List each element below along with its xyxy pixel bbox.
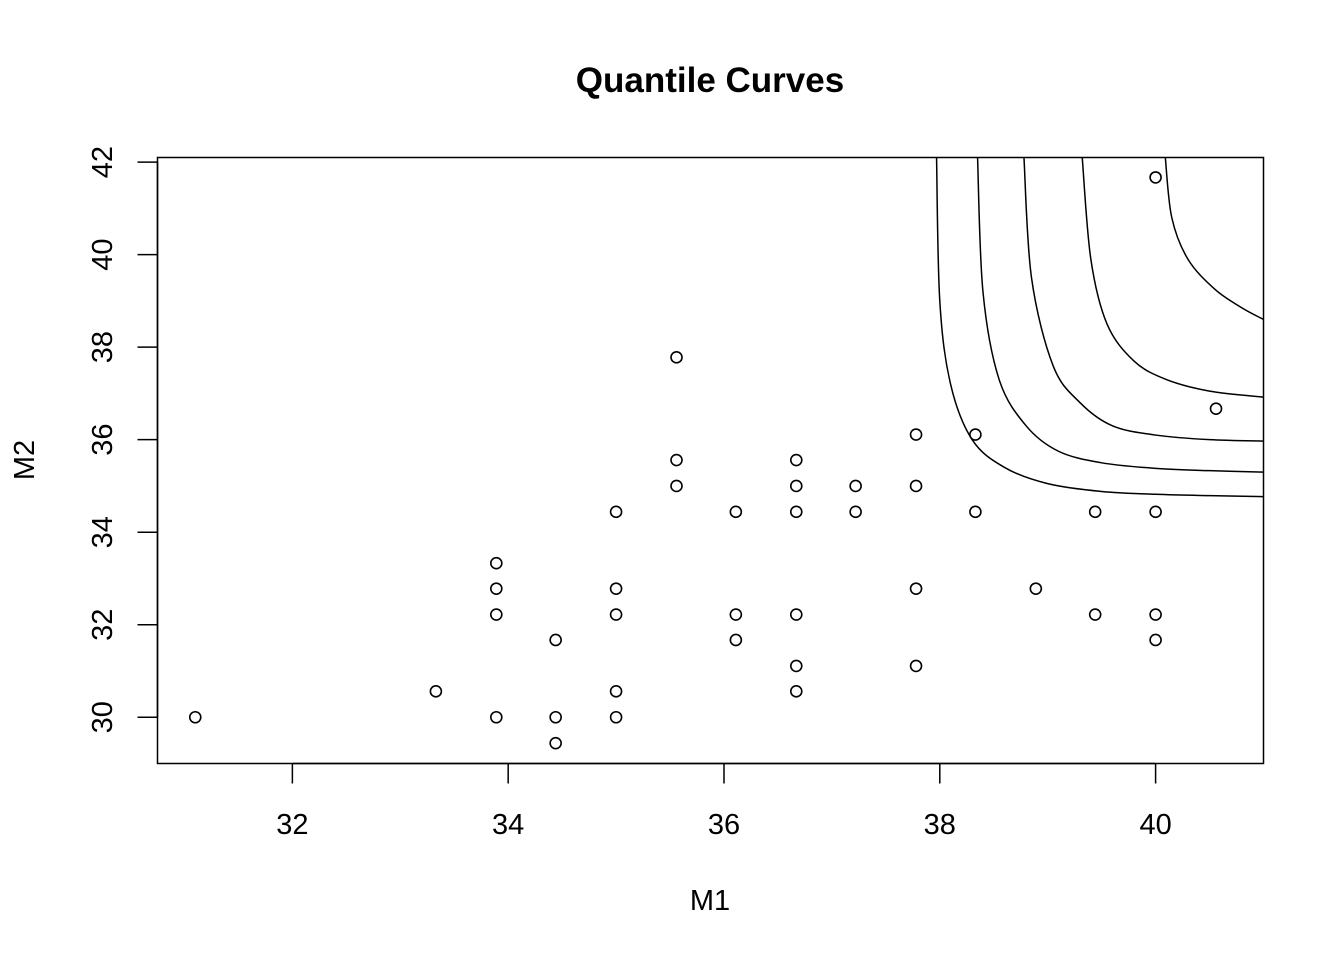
- quantile-curve-2: [976, 157, 1264, 473]
- y-axis-label: M2: [9, 440, 41, 480]
- data-point: [609, 685, 623, 698]
- data-point: [789, 505, 803, 519]
- data-point: [1088, 608, 1102, 621]
- data-point: [609, 505, 623, 519]
- x-tick-label: 38: [924, 809, 956, 841]
- data-point: [549, 710, 562, 724]
- y-tick-label: 34: [87, 516, 119, 548]
- x-axis: 32 34 36 38 40: [276, 762, 1172, 841]
- chart-title: Quantile Curves: [576, 61, 844, 100]
- quantile-curve-5: [1164, 157, 1264, 321]
- x-axis-label: M1: [690, 885, 730, 917]
- data-point: [1149, 633, 1162, 647]
- quantile-curve-1: [935, 157, 1264, 498]
- data-point: [849, 479, 862, 493]
- data-point: [609, 582, 623, 595]
- data-point: [1149, 171, 1162, 184]
- data-point: [670, 479, 683, 493]
- y-tick-label: 40: [87, 239, 119, 271]
- y-tick-label: 42: [87, 146, 119, 178]
- data-point: [729, 505, 743, 519]
- data-point: [789, 659, 803, 673]
- data-point: [789, 608, 803, 621]
- x-tick-label: 32: [276, 809, 308, 841]
- data-point: [1149, 505, 1162, 519]
- data-point: [789, 479, 803, 493]
- x-tick-label: 34: [492, 809, 524, 841]
- data-point: [1029, 582, 1043, 595]
- y-axis: 30 32 34 36 38 40 42: [87, 146, 159, 733]
- y-tick-label: 36: [87, 424, 119, 456]
- data-point: [549, 633, 562, 647]
- data-point: [789, 453, 803, 467]
- quantile-curves: [935, 157, 1264, 498]
- quantile-curve-4: [1081, 157, 1264, 398]
- data-point: [1209, 402, 1223, 415]
- quantile-curve-3: [1023, 157, 1264, 442]
- data-point: [609, 710, 623, 724]
- data-point: [909, 479, 923, 493]
- data-point: [670, 453, 683, 467]
- data-point: [188, 710, 202, 724]
- data-point: [429, 685, 443, 698]
- scatter-points: [188, 171, 1223, 750]
- data-point: [909, 428, 923, 441]
- data-point: [670, 351, 683, 364]
- data-point: [969, 505, 982, 519]
- x-tick-label: 40: [1139, 809, 1171, 841]
- data-point: [1149, 608, 1162, 621]
- data-point: [490, 556, 503, 570]
- data-point: [490, 582, 503, 595]
- y-tick-label: 38: [87, 331, 119, 363]
- data-point: [729, 633, 743, 647]
- plot-frame: [156, 156, 1265, 765]
- data-point: [849, 505, 862, 519]
- data-point: [609, 608, 623, 621]
- data-point: [490, 608, 503, 621]
- x-tick-label: 36: [708, 809, 740, 841]
- y-tick-label: 32: [87, 609, 119, 641]
- data-point: [1088, 505, 1102, 519]
- data-point: [549, 736, 562, 750]
- data-point: [909, 659, 923, 673]
- data-point: [969, 428, 982, 441]
- data-point: [490, 710, 503, 724]
- data-point: [729, 608, 743, 621]
- y-tick-label: 30: [87, 701, 119, 733]
- data-point: [789, 685, 803, 698]
- data-point: [909, 582, 923, 595]
